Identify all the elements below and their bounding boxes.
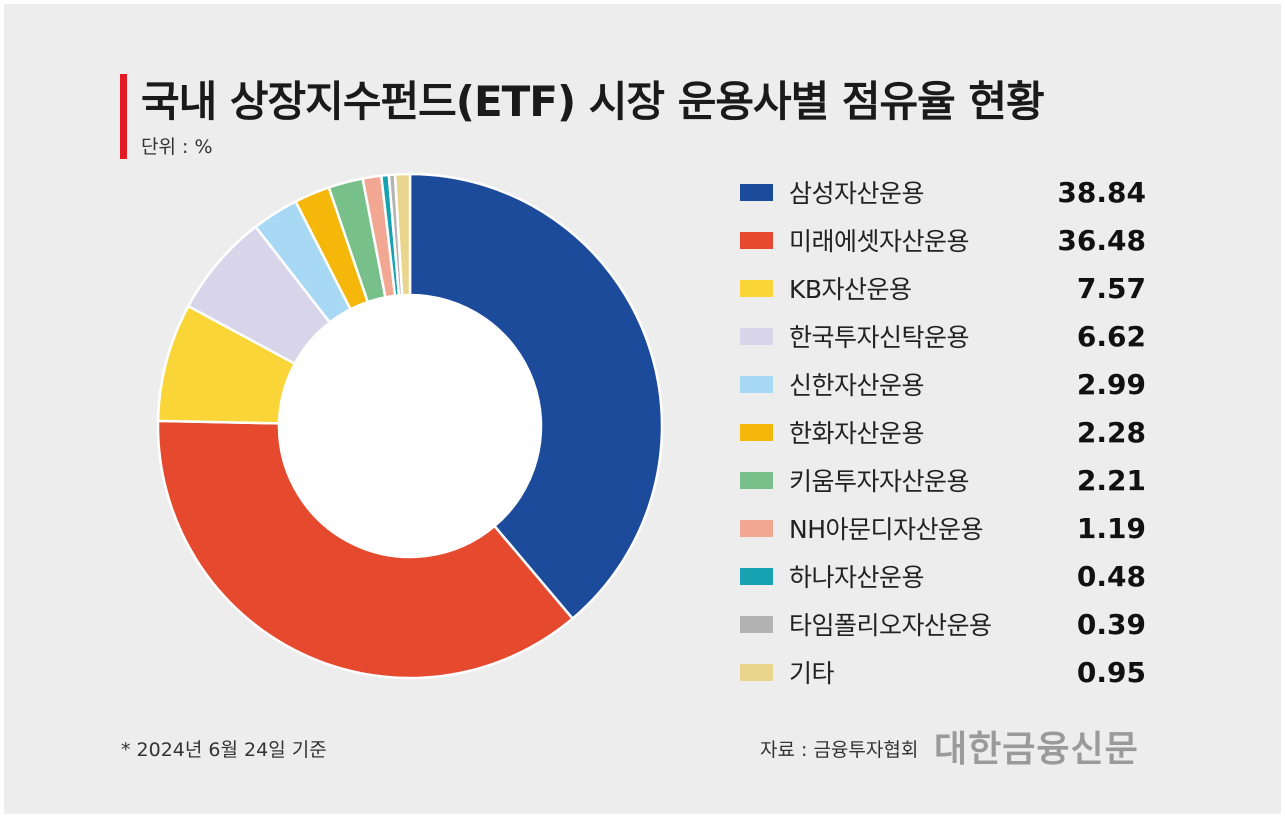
legend-swatch xyxy=(740,327,773,345)
legend-label: 삼성자산운용 xyxy=(789,179,925,208)
legend-label: 타임폴리오자산운용 xyxy=(789,611,992,640)
legend-value: 2.21 xyxy=(1076,463,1146,497)
legend-row: KB자산운용 7.57 xyxy=(740,264,1146,312)
legend-value: 6.62 xyxy=(1076,319,1146,353)
publisher-logo: 대한금융신문 xyxy=(934,729,1139,770)
legend-swatch xyxy=(740,423,773,441)
legend-swatch xyxy=(740,663,773,681)
legend-row: 하나자산운용 0.48 xyxy=(740,552,1146,600)
legend-row: 기타 0.95 xyxy=(740,648,1146,696)
unit-label: 단위 : % xyxy=(141,136,213,158)
legend-value: 2.99 xyxy=(1076,367,1146,401)
legend-swatch xyxy=(740,279,773,297)
legend-label: KB자산운용 xyxy=(789,275,912,304)
legend-label: 키움투자자산운용 xyxy=(789,467,970,496)
legend-value: 36.48 xyxy=(1057,223,1146,257)
source-label: 자료 : 금융투자협회 xyxy=(760,739,919,761)
chart-card: 국내 상장지수펀드(ETF) 시장 운용사별 점유율 현황 단위 : % 삼성자… xyxy=(4,4,1281,814)
legend-value: 7.57 xyxy=(1076,271,1146,305)
legend-label: 기타 xyxy=(789,659,835,688)
legend-row: 미래에셋자산운용 36.48 xyxy=(740,216,1146,264)
legend-row: NH아문디자산운용 1.19 xyxy=(740,504,1146,552)
legend-row: 타임폴리오자산운용 0.39 xyxy=(740,600,1146,648)
footnote: * 2024년 6월 24일 기준 xyxy=(121,739,327,761)
legend-swatch xyxy=(740,231,773,249)
legend-label: 한국투자신탁운용 xyxy=(789,323,970,352)
legend-label: 하나자산운용 xyxy=(789,563,925,592)
legend-row: 키움투자자산운용 2.21 xyxy=(740,456,1146,504)
legend-row: 한화자산운용 2.28 xyxy=(740,408,1146,456)
legend-value: 2.28 xyxy=(1076,415,1146,449)
legend-value: 0.95 xyxy=(1076,655,1146,689)
legend-row: 한국투자신탁운용 6.62 xyxy=(740,312,1146,360)
title-accent-bar xyxy=(120,74,127,159)
legend-swatch xyxy=(740,471,773,489)
legend-value: 0.39 xyxy=(1076,607,1146,641)
legend-value: 1.19 xyxy=(1076,511,1146,545)
legend-swatch xyxy=(740,183,773,201)
legend: 삼성자산운용 38.84 미래에셋자산운용 36.48 KB자산운용 7.57 한국투자신탁… xyxy=(740,168,1146,696)
legend-value: 38.84 xyxy=(1057,175,1146,209)
legend-swatch xyxy=(740,567,773,585)
legend-label: 한화자산운용 xyxy=(789,419,925,448)
donut-chart xyxy=(156,172,664,680)
legend-value: 0.48 xyxy=(1076,559,1146,593)
legend-row: 신한자산운용 2.99 xyxy=(740,360,1146,408)
chart-title: 국내 상장지수펀드(ETF) 시장 운용사별 점유율 현황 xyxy=(141,77,1045,126)
donut-hole xyxy=(279,295,541,557)
legend-swatch xyxy=(740,519,773,537)
legend-label: 미래에셋자산운용 xyxy=(789,227,970,256)
legend-swatch xyxy=(740,615,773,633)
legend-label: 신한자산운용 xyxy=(789,371,925,400)
legend-label: NH아문디자산운용 xyxy=(789,515,984,544)
legend-row: 삼성자산운용 38.84 xyxy=(740,168,1146,216)
legend-swatch xyxy=(740,375,773,393)
